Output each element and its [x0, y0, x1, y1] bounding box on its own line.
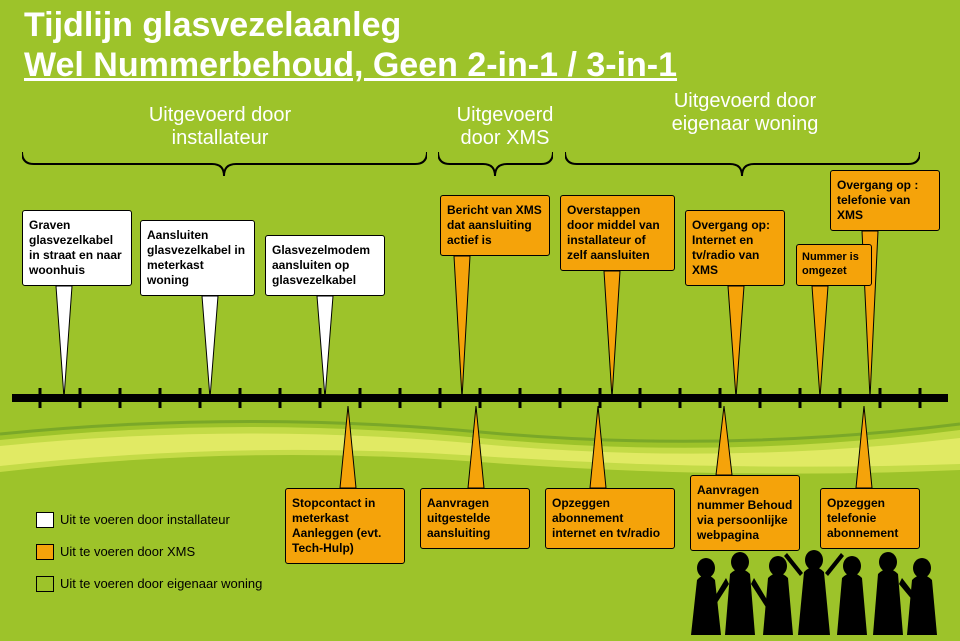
legend-swatch-installer: [36, 512, 54, 528]
legend-swatch-xms: [36, 544, 54, 560]
bubble-nummer: Nummer is omgezet: [796, 244, 872, 286]
bubble-msg: Bericht van XMS dat aansluiting actief i…: [440, 195, 550, 256]
bubble-overg-tel: Overgang op : telefonie van XMS: [830, 170, 940, 231]
bubble-modem: Glasvezelmodem aansluiten op glasvezelka…: [265, 235, 385, 296]
bubble-aanvr: Aanvragen uitgestelde aansluiting: [420, 488, 530, 549]
legend-swatch-owner: [36, 576, 54, 592]
bubble-stop: Stopcontact in meterkast Aanleggen (evt.…: [285, 488, 405, 564]
bubble-overg-int: Overgang op: Internet en tv/radio van XM…: [685, 210, 785, 286]
bubble-switch: Overstappen door middel van installateur…: [560, 195, 675, 271]
bubble-dig: Graven glasvezelkabel in straat en naar …: [22, 210, 132, 286]
bubble-connect: Aansluiten glasvezelkabel in meterkast w…: [140, 220, 255, 296]
legend-label-owner: Uit te voeren door eigenaar woning: [60, 576, 262, 591]
bubble-opz-int: Opzeggen abonnement internet en tv/radio: [545, 488, 675, 549]
legend-label-xms: Uit te voeren door XMS: [60, 544, 195, 559]
people-silhouette: [680, 540, 940, 641]
legend-label-installer: Uit te voeren door installateur: [60, 512, 230, 527]
